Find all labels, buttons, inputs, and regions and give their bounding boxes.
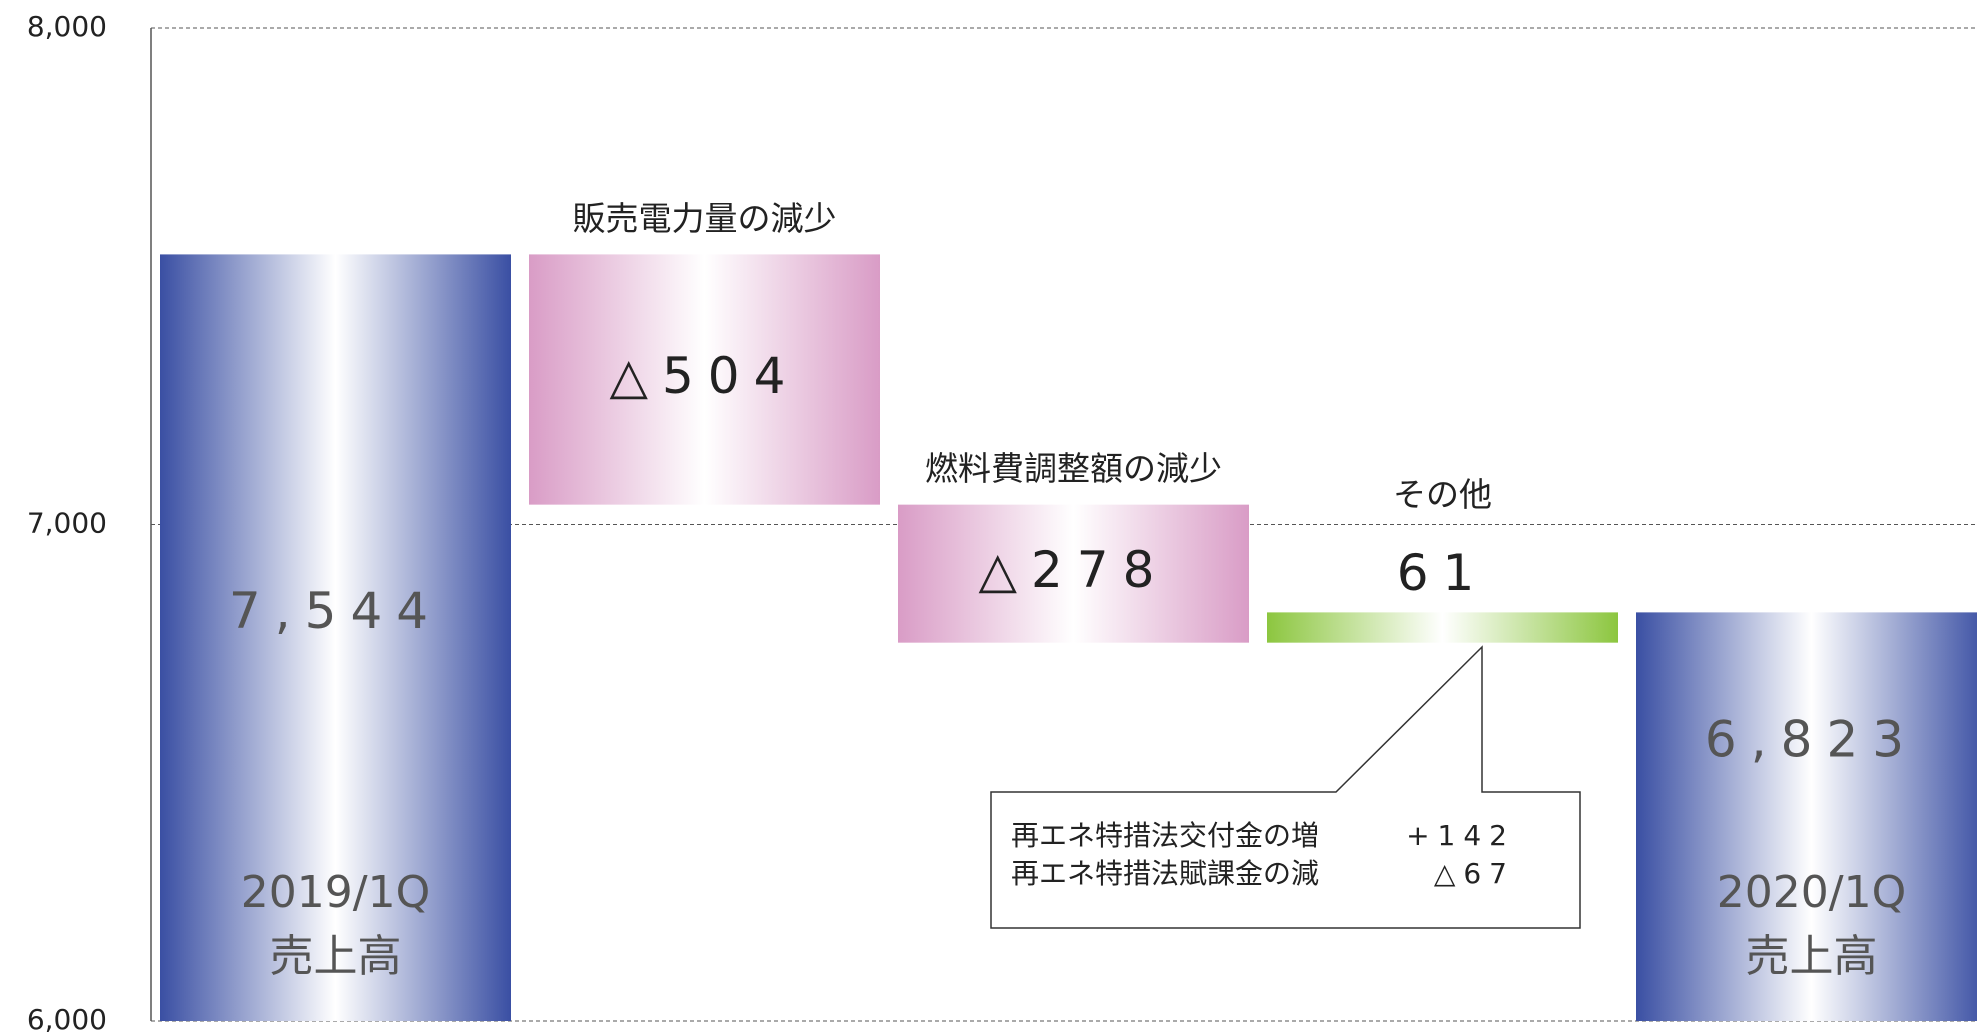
bar	[529, 254, 880, 505]
y-tick-label: 7,000	[27, 507, 107, 540]
category-label: その他	[1393, 475, 1492, 514]
annotation-value: △67	[1434, 857, 1515, 890]
category-label: 燃料費調整額の減少	[925, 449, 1222, 488]
bar	[1267, 612, 1618, 643]
category-label: 売上高	[1746, 931, 1878, 982]
value-label: 6,823	[1705, 711, 1918, 769]
y-tick-label: 8,000	[27, 10, 107, 43]
category-label: 売上高	[270, 931, 402, 982]
value-label: △278	[979, 541, 1169, 599]
annotation-label: 再エネ特措法交付金の増	[1011, 819, 1319, 852]
category-label: 2019/1Q	[241, 867, 430, 918]
category-label: 2020/1Q	[1717, 867, 1906, 918]
annotation-label: 再エネ特措法賦課金の減	[1011, 857, 1319, 890]
value-label: 61	[1397, 544, 1489, 602]
value-label: 7,544	[229, 582, 442, 640]
y-tick-label: 6,000	[27, 1003, 107, 1032]
value-label: △504	[610, 347, 800, 405]
bar	[160, 254, 511, 1022]
annotation-value: +142	[1406, 819, 1515, 852]
callout-box	[990, 645, 1581, 929]
bar	[1636, 612, 1977, 1021]
bar	[898, 504, 1249, 643]
category-label: 販売電力量の減少	[573, 199, 837, 238]
